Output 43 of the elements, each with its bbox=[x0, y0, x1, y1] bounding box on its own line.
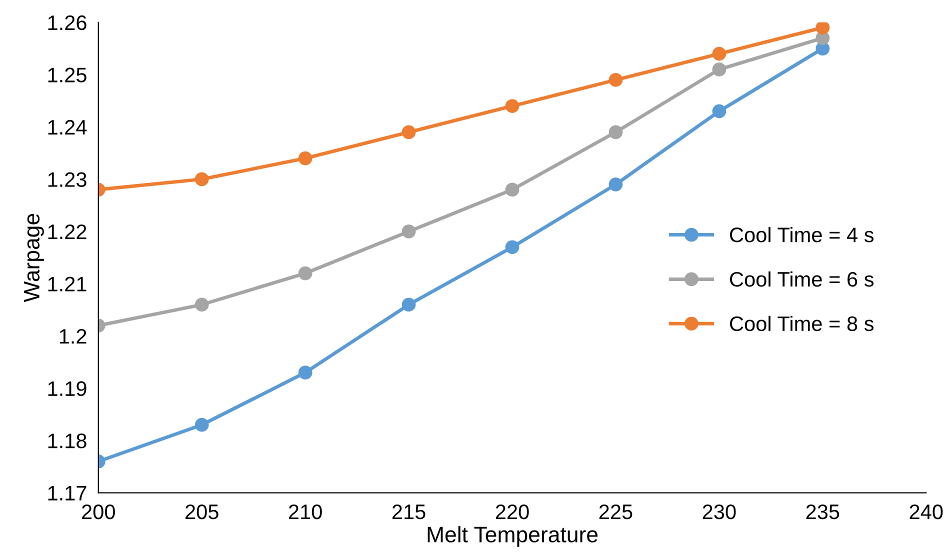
point bbox=[298, 366, 312, 380]
x-tick-label: 210 bbox=[288, 504, 322, 520]
y-tick-label: 1.19 bbox=[48, 381, 86, 396]
point bbox=[402, 298, 416, 312]
x-tick-label: 220 bbox=[496, 504, 529, 520]
legend-label: Cool Time = 6 s bbox=[730, 271, 874, 287]
point bbox=[712, 62, 726, 76]
legend-label: Cool Time = 8 s bbox=[730, 316, 874, 332]
y-tick-label: 1.2 bbox=[60, 329, 86, 344]
x-tick-label: 225 bbox=[599, 504, 632, 520]
point bbox=[402, 125, 416, 140]
point bbox=[816, 22, 830, 35]
point bbox=[712, 46, 726, 61]
x-tick-label: 240 bbox=[910, 504, 943, 520]
x-tick-label: 205 bbox=[186, 504, 218, 520]
y-tick-label: 1.17 bbox=[48, 486, 86, 500]
x-axis-title: Melt Temperature bbox=[428, 526, 598, 547]
y-tick-label: 1.22 bbox=[48, 224, 86, 240]
point bbox=[608, 72, 623, 87]
y-tick-label: 1.21 bbox=[48, 276, 86, 292]
point bbox=[608, 125, 623, 140]
point bbox=[505, 182, 520, 197]
point bbox=[194, 298, 209, 312]
point bbox=[608, 177, 623, 192]
x-tick-label: 215 bbox=[392, 504, 426, 520]
y-tick-label: 1.24 bbox=[48, 120, 87, 134]
point bbox=[194, 418, 209, 432]
point bbox=[505, 99, 520, 113]
point bbox=[298, 266, 312, 280]
point bbox=[505, 240, 520, 254]
y-tick-label: 1.23 bbox=[48, 172, 86, 187]
y-tick-label: 1.25 bbox=[48, 68, 86, 82]
y-axis-title: Warpage bbox=[24, 214, 44, 302]
legend-label: Cool Time = 4 s bbox=[730, 226, 874, 242]
x-tick-label: 200 bbox=[82, 504, 115, 520]
point bbox=[712, 104, 726, 118]
x-tick-label: 235 bbox=[806, 504, 840, 520]
x-tick-label: 230 bbox=[702, 504, 736, 520]
point bbox=[298, 151, 312, 166]
y-tick-label: 1.26 bbox=[48, 15, 86, 30]
point bbox=[402, 224, 416, 238]
y-tick-label: 1.18 bbox=[48, 434, 86, 448]
point bbox=[194, 172, 209, 186]
